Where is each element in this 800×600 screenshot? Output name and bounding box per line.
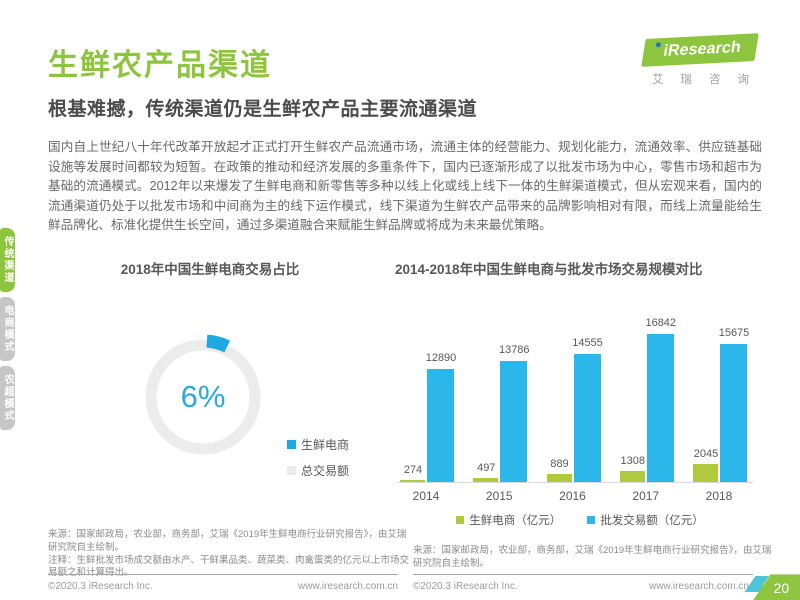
legend-item: 生鲜电商（亿元）	[456, 512, 561, 528]
legend-swatch	[456, 516, 465, 524]
footnote-left: 来源：国家邮政局，农业部，商务部，艾瑞《2019年生鲜电商行业研究报告》，由艾瑞…	[48, 529, 410, 579]
donut-legend: 生鲜电商 总交易额	[287, 436, 349, 479]
bar-value-label: 497	[477, 461, 496, 474]
x-axis-label: 2014	[412, 489, 440, 503]
bar-value-label: 1308	[620, 454, 645, 467]
legend-swatch	[287, 440, 296, 449]
bar-value-label: 12890	[425, 351, 457, 364]
bar-segment-2017-series1	[646, 334, 674, 482]
body-paragraph: 国内自上世纪八十年代改革开放起才正式打开生鲜农产品流通市场，流通主体的经营能力、…	[48, 140, 762, 232]
page-number: 20	[774, 579, 790, 596]
page-subtitle: 根基难撼，传统渠道仍是生鲜农产品主要流通渠道	[48, 99, 478, 120]
sidebar-tab-2[interactable]: 农超模式	[0, 366, 15, 430]
bar-segment-2014-series0	[400, 479, 425, 482]
x-axis-label: 2016	[559, 489, 586, 503]
divider-left	[48, 574, 398, 575]
bar-chart-panel: 2014-2018年中国生鲜电商与批发市场交易规模对比 274 12890 2014…	[395, 250, 765, 530]
bar-chart-title: 2014-2018年中国生鲜电商与批发市场交易规模对比	[395, 262, 703, 277]
sidebar-tabs: 传统渠道电商模式农超模式	[0, 228, 15, 430]
bar-value-label: 889	[550, 458, 569, 471]
iresearch-logo: iResearch 艾瑞咨询	[641, 33, 766, 87]
bar-segment-2016-series1	[573, 354, 601, 482]
copyright-text: ©2020.3 iResearch Inc.	[413, 581, 518, 592]
bar-value-label: 274	[403, 463, 423, 476]
sidebar-tab-0[interactable]: 传统渠道	[0, 228, 15, 292]
legend-item: 生鲜电商	[287, 436, 349, 453]
iresearch-logo-box: iResearch	[641, 33, 759, 67]
logo-caption: 艾瑞咨询	[652, 74, 766, 86]
divider-right	[413, 574, 753, 575]
x-axis-label: 2017	[632, 489, 660, 503]
bar-value-label: 15675	[718, 327, 750, 340]
x-axis-label: 2018	[705, 489, 733, 503]
bar-value-label: 16842	[645, 317, 677, 329]
legend-item: 批发交易额（亿元）	[587, 512, 704, 528]
donut-slice	[206, 334, 231, 353]
legend-swatch	[587, 516, 596, 524]
x-axis-label: 2015	[485, 489, 513, 503]
website-link[interactable]: www.iresearch.com.cn	[297, 581, 398, 592]
bar-value-label: 2045	[693, 448, 719, 461]
bar-segment-2017-series0	[619, 470, 645, 482]
logo-i-dot-icon	[655, 42, 661, 48]
footnote-right: 来源：国家邮政局，农业部，商务部，艾瑞《2019年生鲜电商行业研究报告》，由艾瑞…	[413, 545, 772, 569]
page-title: 生鲜农产品渠道	[48, 49, 272, 82]
legend-item: 总交易额	[287, 462, 349, 479]
website-link[interactable]: www.iresearch.com.cn	[648, 581, 749, 592]
bar-segment-2018-series0	[693, 464, 718, 482]
footer-right: ©2020.3 iResearch Inc. www.iresearch.com…	[413, 581, 749, 592]
bar-chart-legend: 生鲜电商（亿元） 批发交易额（亿元）	[395, 512, 765, 528]
bar-segment-2014-series1	[427, 368, 454, 482]
donut-center-label: 6%	[180, 379, 226, 414]
donut-chart	[145, 334, 261, 455]
bar-value-label: 13786	[498, 343, 530, 356]
footer-left: ©2020.3 iResearch Inc. www.iresearch.com…	[48, 581, 398, 592]
bar-segment-2015-series1	[500, 360, 528, 482]
copyright-text: ©2020.3 iResearch Inc.	[48, 581, 153, 592]
donut-ring	[145, 339, 261, 455]
donut-chart-title: 2018年中国生鲜电商交易占比	[120, 262, 300, 277]
logo-brand-text: iResearch	[662, 38, 743, 60]
donut-chart-panel: 2018年中国生鲜电商交易占比 6% 生鲜电商总交易额	[60, 250, 360, 525]
sidebar-tab-1[interactable]: 电商模式	[0, 297, 15, 361]
bar-value-label: 14555	[572, 337, 603, 350]
bar-plot: 274 12890 2014 497 13786 2015 889 14555 2016 1308…	[397, 250, 753, 503]
bar-segment-2016-series0	[546, 474, 572, 482]
bar-segment-2015-series0	[473, 477, 499, 482]
legend-swatch	[287, 466, 296, 475]
bar-segment-2018-series1	[720, 344, 747, 482]
